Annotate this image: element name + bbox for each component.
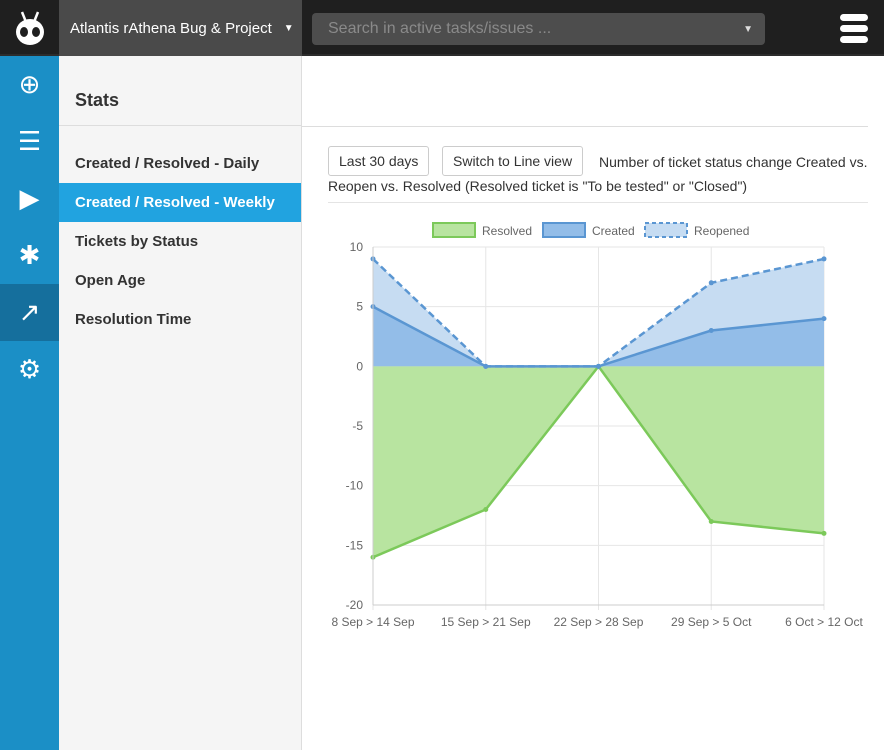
- legend-label: Reopened: [694, 224, 749, 238]
- created-point: [821, 316, 827, 322]
- created-point: [708, 328, 714, 334]
- search-input[interactable]: Search in active tasks/issues ... ▼: [312, 13, 765, 45]
- y-tick-label: -10: [346, 479, 364, 493]
- legend-label: Resolved: [482, 224, 532, 238]
- resolved-point: [708, 518, 714, 524]
- divider: [302, 126, 868, 127]
- sidebar-item-daily[interactable]: Created / Resolved - Daily: [75, 155, 260, 172]
- y-tick-label: -15: [346, 538, 364, 552]
- reopened-point: [483, 363, 489, 369]
- sidebar-item-open-age[interactable]: Open Age: [75, 272, 146, 289]
- ant-logo-icon[interactable]: [0, 0, 59, 56]
- legend-label: Created: [592, 224, 635, 238]
- project-name: Atlantis rAthena Bug & Project: [70, 19, 272, 37]
- legend-swatch-reopened: [644, 222, 688, 238]
- x-tick-label: 29 Sep > 5 Oct: [671, 615, 752, 629]
- sidebar-title: Stats: [59, 56, 301, 126]
- reopened-point: [596, 363, 601, 369]
- switch-view-button[interactable]: Switch to Line view: [442, 146, 584, 176]
- resolved-point: [821, 530, 827, 536]
- x-tick-label: 15 Sep > 21 Sep: [441, 615, 531, 629]
- main-content: Number of ticket status change Created v…: [302, 56, 884, 750]
- reopened-area: [373, 258, 824, 367]
- y-tick-label: -5: [352, 419, 363, 433]
- chevron-down-icon: ▼: [283, 22, 294, 34]
- stats-sidebar: Stats Created / Resolved - Daily Created…: [59, 56, 302, 750]
- chart-description: Number of ticket status change Created v…: [328, 154, 868, 194]
- reopened-point: [821, 256, 827, 262]
- x-tick-label: 8 Sep > 14 Sep: [331, 615, 414, 629]
- y-tick-label: 10: [350, 240, 364, 254]
- search-placeholder: Search in active tasks/issues ...: [328, 20, 552, 37]
- legend-swatch-created: [542, 222, 586, 238]
- x-tick-label: 22 Sep > 28 Sep: [554, 615, 644, 629]
- sidebar-item-resolution-time[interactable]: Resolution Time: [75, 311, 192, 328]
- project-selector[interactable]: Atlantis rAthena Bug & Project ▼: [59, 0, 302, 56]
- tag-icon[interactable]: ▶: [19, 183, 40, 213]
- resolved-point: [483, 507, 489, 513]
- top-bar: Atlantis rAthena Bug & Project ▼ Search i…: [0, 0, 884, 56]
- y-tick-label: -20: [346, 598, 364, 612]
- icon-rail: ⊕ ☰ ▶ ✱ ↗ ⚙: [0, 56, 59, 750]
- y-tick-label: 5: [356, 300, 363, 314]
- reopened-point: [708, 280, 714, 286]
- y-tick-label: 0: [356, 359, 363, 373]
- add-icon[interactable]: ⊕: [18, 69, 41, 99]
- x-tick-label: 6 Oct > 12 Oct: [785, 615, 863, 629]
- hamburger-menu-icon[interactable]: [840, 14, 868, 47]
- bug-icon[interactable]: ✱: [18, 240, 41, 270]
- sidebar-item-weekly[interactable]: Created / Resolved - Weekly: [59, 183, 301, 222]
- gear-icon[interactable]: ⚙: [17, 354, 42, 384]
- created-area: [373, 306, 824, 367]
- list-icon[interactable]: ☰: [17, 126, 42, 156]
- range-button[interactable]: Last 30 days: [328, 146, 430, 176]
- chart-line-icon[interactable]: ↗: [0, 284, 59, 341]
- divider: [328, 202, 868, 203]
- sidebar-item-tickets-by-status[interactable]: Tickets by Status: [75, 233, 199, 250]
- legend-swatch-resolved: [432, 222, 476, 238]
- chevron-down-icon: ▼: [743, 23, 753, 35]
